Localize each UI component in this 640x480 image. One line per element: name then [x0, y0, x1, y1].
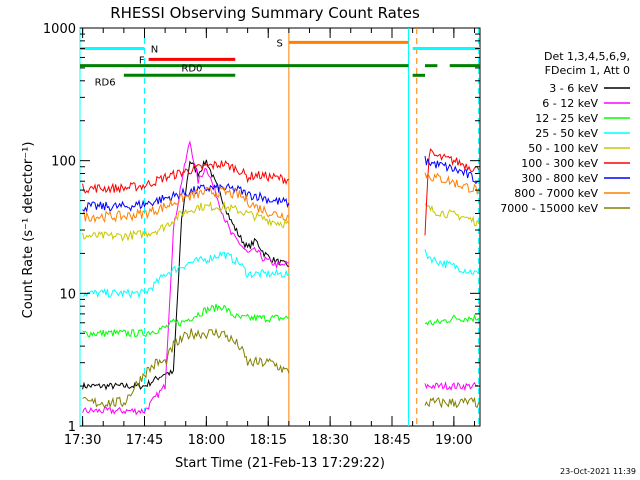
- marker-label-n: N: [151, 45, 158, 56]
- legend-label-7: 800 - 7000 keV: [514, 187, 598, 200]
- series-line-4: [82, 200, 480, 242]
- legend: Det 1,3,4,5,6,9,FDecim 1, Att 0 3 - 6 keV…: [500, 50, 630, 215]
- marker-label-rd6: RD6: [95, 77, 116, 88]
- plot-layer: N S F RD0 RD6: [79, 28, 480, 426]
- legend-header-1: FDecim 1, Att 0: [545, 64, 630, 77]
- x-tick-label-3: 18:15: [250, 433, 287, 448]
- legend-label-0: 3 - 6 keV: [549, 82, 598, 95]
- y-axis-label: Count Rate (s⁻¹ detector⁻¹): [21, 142, 36, 319]
- series-line-3: [82, 249, 480, 300]
- legend-header-0: Det 1,3,4,5,6,9,: [544, 50, 630, 63]
- y-tick-label-0: 1: [68, 420, 76, 435]
- axes-layer: 17:30 17:45 18:00 18:15 18:30 18:45 19:00 1 10 10…: [43, 22, 480, 448]
- y-tick-label-1: 10: [59, 287, 76, 302]
- series-line-2: [82, 303, 479, 338]
- series-line-8: [82, 327, 480, 409]
- x-tick-label-0: 17:30: [64, 433, 101, 448]
- x-tick-label-5: 18:45: [373, 433, 410, 448]
- marker-label-rd0: RD0: [181, 64, 202, 75]
- legend-label-6: 300 - 800 keV: [521, 172, 598, 185]
- x-tick-label-2: 18:00: [188, 433, 225, 448]
- marker-label-f: F: [139, 55, 145, 66]
- series-line-1: [82, 140, 479, 416]
- legend-label-8: 7000 - 15000 keV: [500, 202, 598, 215]
- series-line-6: [82, 156, 479, 213]
- y-tick-label-3: 1000: [43, 22, 76, 37]
- x-tick-label-4: 18:30: [311, 433, 348, 448]
- legend-label-2: 12 - 25 keV: [535, 112, 598, 125]
- x-tick-label-1: 17:45: [126, 433, 163, 448]
- legend-label-3: 25 - 50 keV: [535, 127, 598, 140]
- x-axis-label: Start Time (21-Feb-13 17:29:22): [175, 456, 385, 471]
- legend-label-5: 100 - 300 keV: [521, 157, 598, 170]
- series-line-7: [82, 172, 480, 224]
- footer-timestamp: 23-Oct-2021 11:39: [560, 467, 636, 476]
- series-line-0: [82, 159, 289, 391]
- legend-label-1: 6 - 12 keV: [542, 97, 598, 110]
- x-tick-label-6: 19:00: [435, 433, 472, 448]
- legend-label-4: 50 - 100 keV: [528, 142, 598, 155]
- y-tick-label-2: 100: [51, 155, 76, 170]
- chart-title: RHESSI Observing Summary Count Rates: [110, 4, 420, 22]
- series-line-5: [82, 148, 480, 236]
- marker-label-s: S: [277, 38, 283, 49]
